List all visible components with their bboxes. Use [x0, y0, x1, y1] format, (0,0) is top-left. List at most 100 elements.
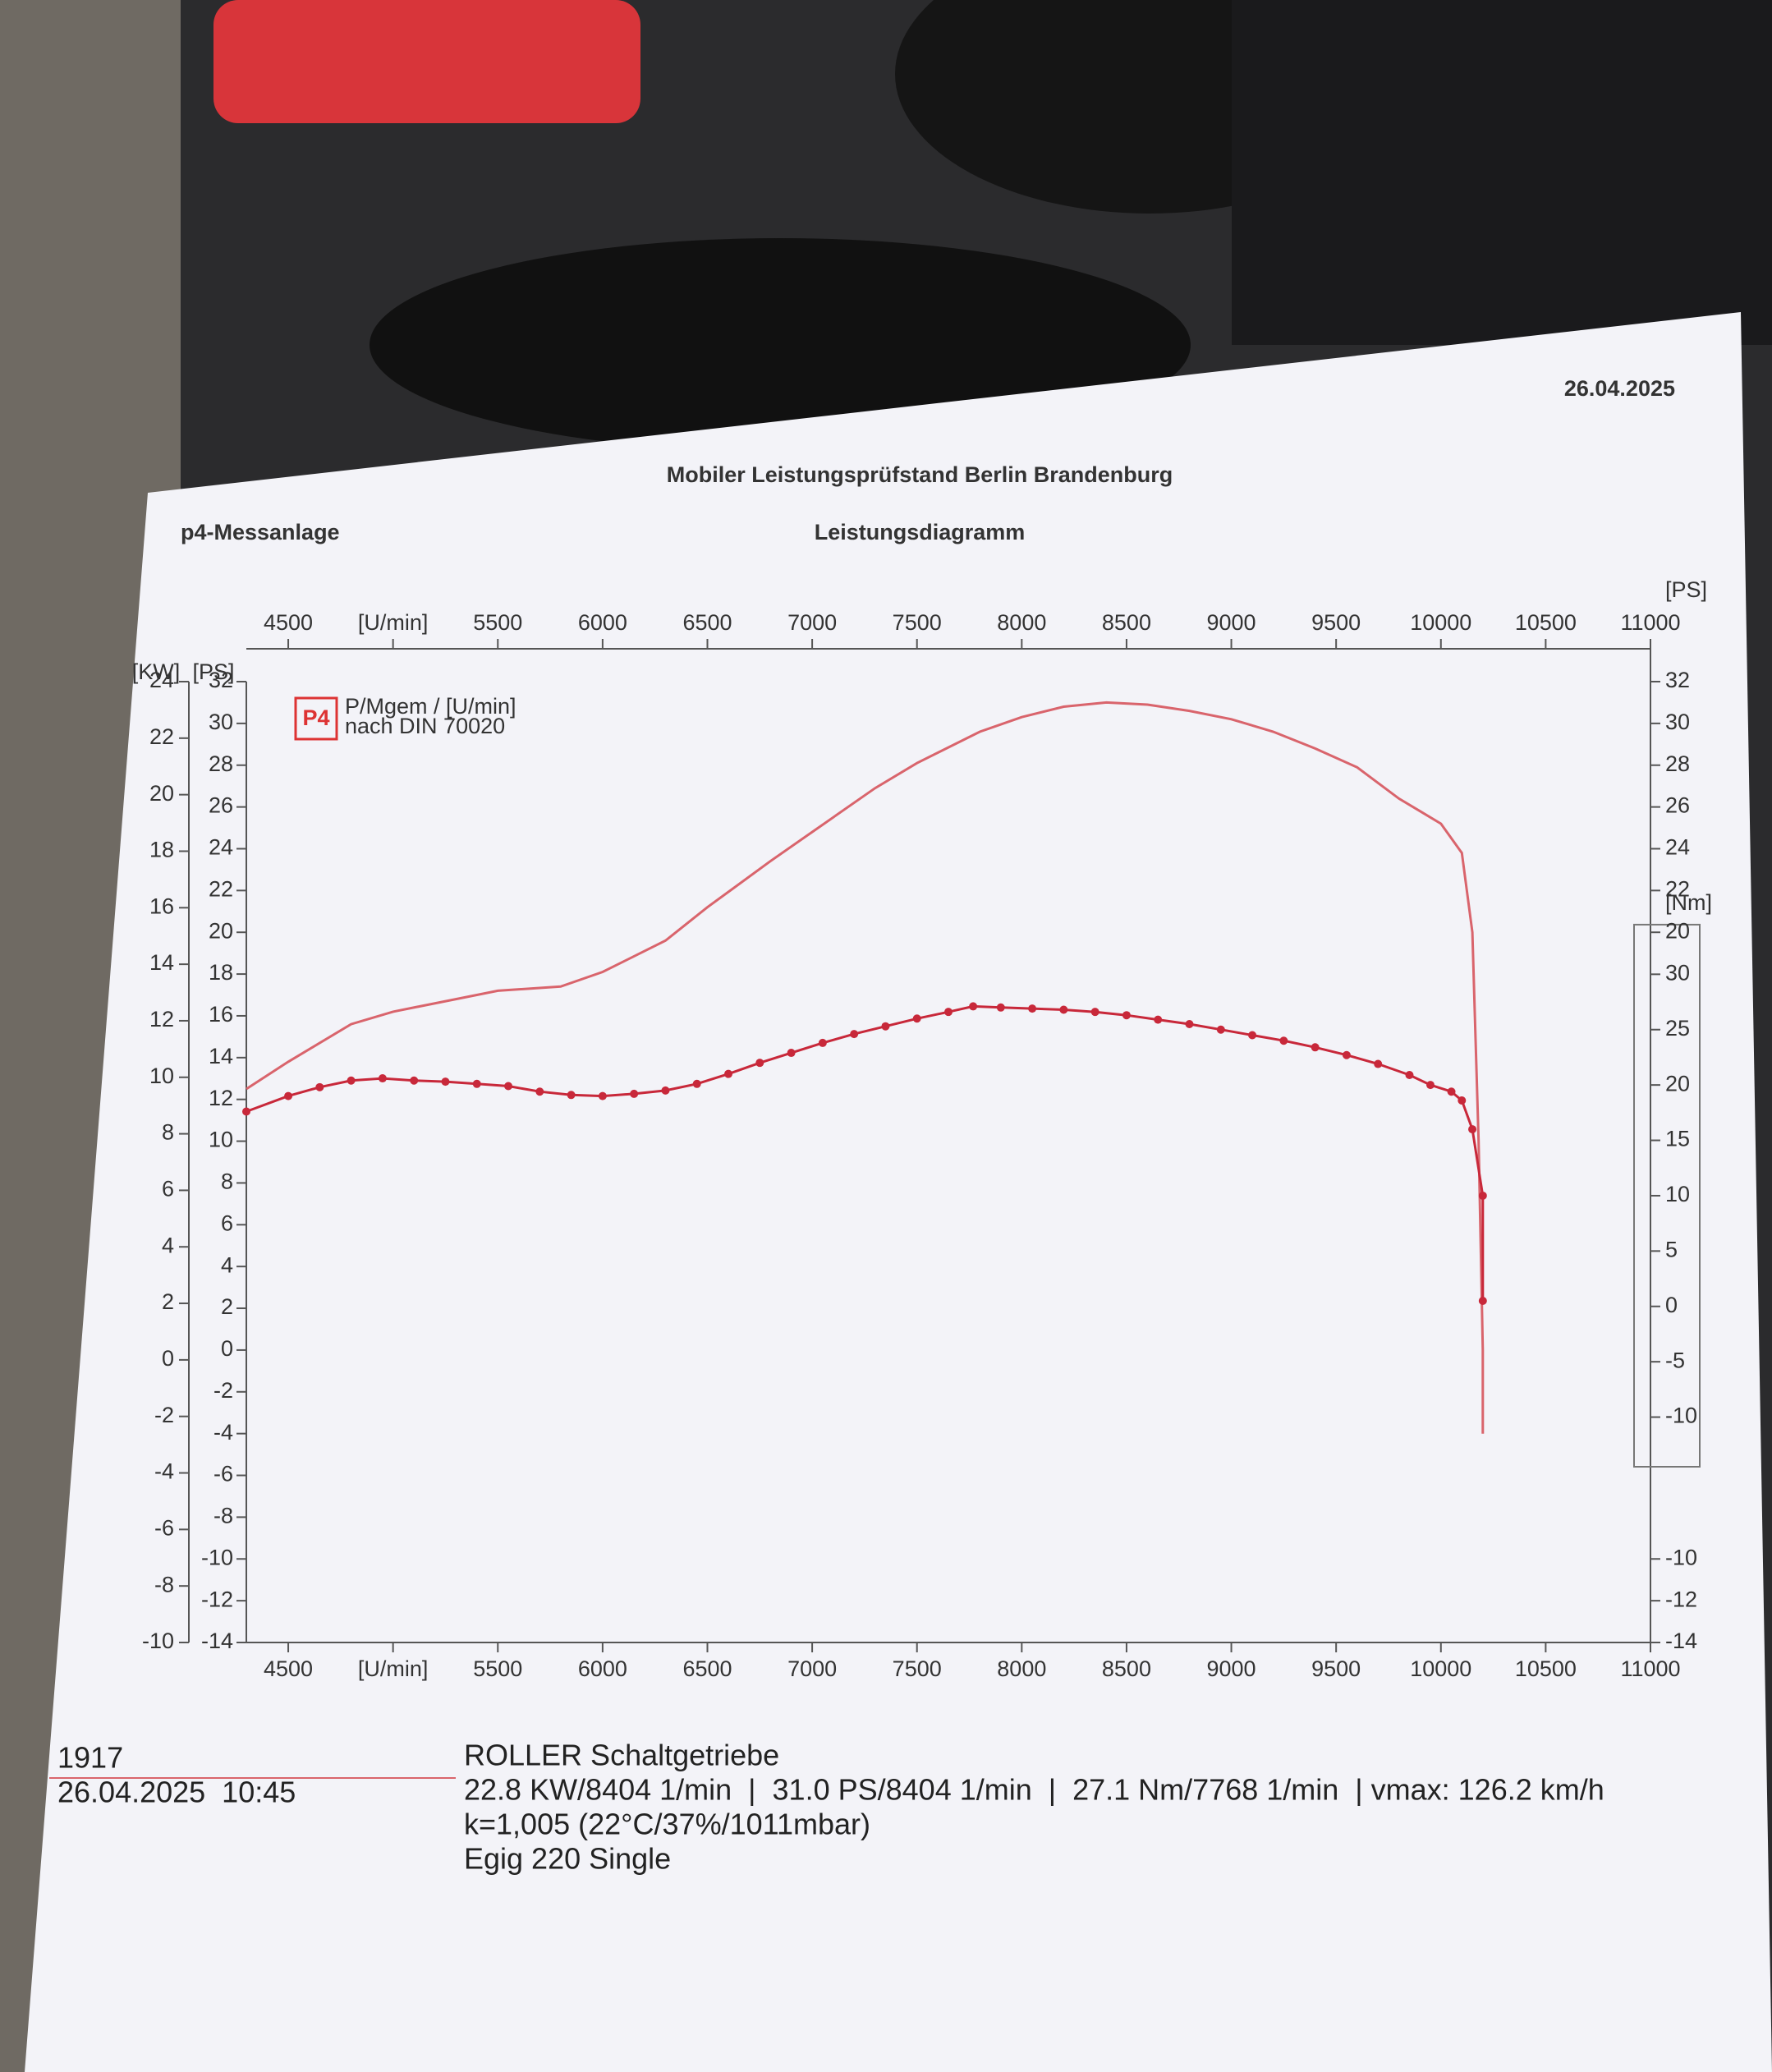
kw-tick-label: 16 — [149, 894, 174, 918]
y-tick-label: 4 — [221, 1252, 233, 1277]
point — [1468, 1125, 1477, 1134]
point — [661, 1086, 670, 1095]
point — [1154, 1015, 1163, 1024]
y-tick-label: 14 — [209, 1044, 233, 1068]
kw-axis-label: [KW] — [132, 659, 181, 684]
point — [755, 1059, 764, 1068]
point — [1405, 1071, 1414, 1080]
y2-tick-label: 10 — [1665, 1182, 1690, 1206]
point — [504, 1082, 513, 1091]
point — [1447, 1087, 1456, 1096]
right-ps-tick-label: 26 — [1665, 793, 1690, 818]
point — [1216, 1025, 1225, 1034]
y2-tick-label: 5 — [1665, 1237, 1678, 1261]
x-tick-label: 6000 — [578, 1656, 627, 1681]
right-ps-tick-label: 24 — [1665, 835, 1690, 860]
x-tick-label: 4500 — [264, 1656, 313, 1681]
kw-tick-label: 8 — [162, 1120, 174, 1145]
top-x-tick-label: 11000 — [1620, 610, 1680, 635]
y-tick-label: -10 — [201, 1545, 233, 1569]
kw-tick-label: 22 — [149, 724, 174, 749]
logo-box — [294, 696, 338, 741]
y-tick-label: -12 — [201, 1587, 233, 1611]
point — [567, 1091, 576, 1100]
y2-tick-label: 0 — [1665, 1293, 1678, 1317]
right-ps-tick-label: 20 — [1665, 918, 1690, 943]
x-tick-label: 11000 — [1620, 1656, 1680, 1681]
y-tick-label: 10 — [209, 1128, 233, 1152]
y-axis-label: [PS] — [192, 659, 234, 684]
point — [881, 1022, 890, 1031]
point — [1248, 1031, 1257, 1040]
x-tick-label: 6500 — [682, 1656, 732, 1681]
point — [1478, 1297, 1487, 1306]
right-ps-tick-label: -10 — [1665, 1545, 1697, 1569]
chart-title: Leistungsdiagramm — [815, 520, 1026, 544]
date: 26.04.2025 — [1564, 376, 1675, 401]
y-tick-label: 18 — [209, 960, 233, 985]
x-tick-label: 10000 — [1410, 1656, 1471, 1681]
y-tick-label: -8 — [213, 1504, 233, 1528]
y-tick-label: 6 — [221, 1211, 233, 1235]
point — [410, 1076, 419, 1085]
point — [630, 1089, 639, 1098]
point — [1478, 1191, 1487, 1200]
point — [284, 1091, 293, 1100]
point — [912, 1014, 921, 1023]
y-tick-label: 12 — [209, 1086, 233, 1110]
point — [1426, 1081, 1435, 1090]
y-tick-label: -2 — [213, 1378, 233, 1403]
series-line — [246, 701, 1485, 1434]
x-tick-label: 8500 — [1102, 1656, 1151, 1681]
kw-tick-label: 12 — [149, 1007, 174, 1031]
y2-tick-label: 20 — [1665, 1071, 1690, 1096]
top-x-tick-label: 5500 — [473, 610, 522, 635]
cloth — [1232, 0, 1772, 345]
y2-tick-label: 25 — [1665, 1016, 1690, 1041]
kw-tick-label: 0 — [162, 1346, 174, 1371]
y2-tick-label: 15 — [1665, 1127, 1690, 1151]
kw-tick-label: -4 — [154, 1459, 174, 1484]
y-tick-label: 2 — [221, 1294, 233, 1319]
x-tick-label: [U/min] — [358, 1656, 429, 1681]
footer-line: ROLLER Schaltgetriebe — [464, 1739, 779, 1772]
point — [969, 1002, 978, 1011]
point — [944, 1008, 953, 1017]
x-tick-label: 9500 — [1311, 1656, 1361, 1681]
point — [598, 1091, 607, 1100]
top-x-tick-label: 8000 — [997, 610, 1046, 635]
y-tick-label: 24 — [209, 835, 233, 860]
point — [818, 1038, 827, 1047]
point — [850, 1030, 859, 1039]
x-tick-label: 7000 — [787, 1656, 837, 1681]
footer-datetime: 26.04.2025 10:45 — [57, 1776, 296, 1809]
kw-tick-label: 18 — [149, 838, 174, 862]
x-tick-label: 9000 — [1207, 1656, 1256, 1681]
right-ps-tick-label: 32 — [1665, 668, 1690, 692]
y-tick-label: 28 — [209, 751, 233, 776]
x-tick-label: 7500 — [893, 1656, 942, 1681]
note: nach DIN 70020 — [345, 714, 505, 738]
point — [1311, 1043, 1320, 1052]
nm-axis-frame — [1633, 923, 1701, 1468]
series-line — [246, 1004, 1485, 1301]
footer-line: 22.8 KW/8404 1/min | 31.0 PS/8404 1/min … — [464, 1773, 1604, 1807]
top-x-tick-label: 10000 — [1410, 610, 1471, 635]
footer-line: Egig 220 Single — [464, 1842, 671, 1876]
y-tick-label: -14 — [201, 1629, 233, 1653]
x-tick-label: 10500 — [1515, 1656, 1577, 1681]
kw-tick-label: 4 — [162, 1233, 174, 1257]
y2-tick-label: -5 — [1665, 1348, 1685, 1372]
right-ps-tick-label: 30 — [1665, 710, 1690, 734]
top-x-tick-label: 10500 — [1515, 610, 1577, 635]
top-x-tick-label: 9500 — [1311, 610, 1361, 635]
y-tick-label: 20 — [209, 918, 233, 943]
y-tick-label: 16 — [209, 1002, 233, 1027]
point — [692, 1079, 701, 1088]
x-tick-label: 8000 — [997, 1656, 1046, 1681]
top-x-tick-label: [U/min] — [358, 610, 429, 635]
right-ps-tick-label: -14 — [1665, 1629, 1697, 1653]
kw-tick-label: 2 — [162, 1289, 174, 1314]
footer-line: k=1,005 (22°C/37%/1011mbar) — [464, 1808, 870, 1841]
point — [535, 1087, 544, 1096]
